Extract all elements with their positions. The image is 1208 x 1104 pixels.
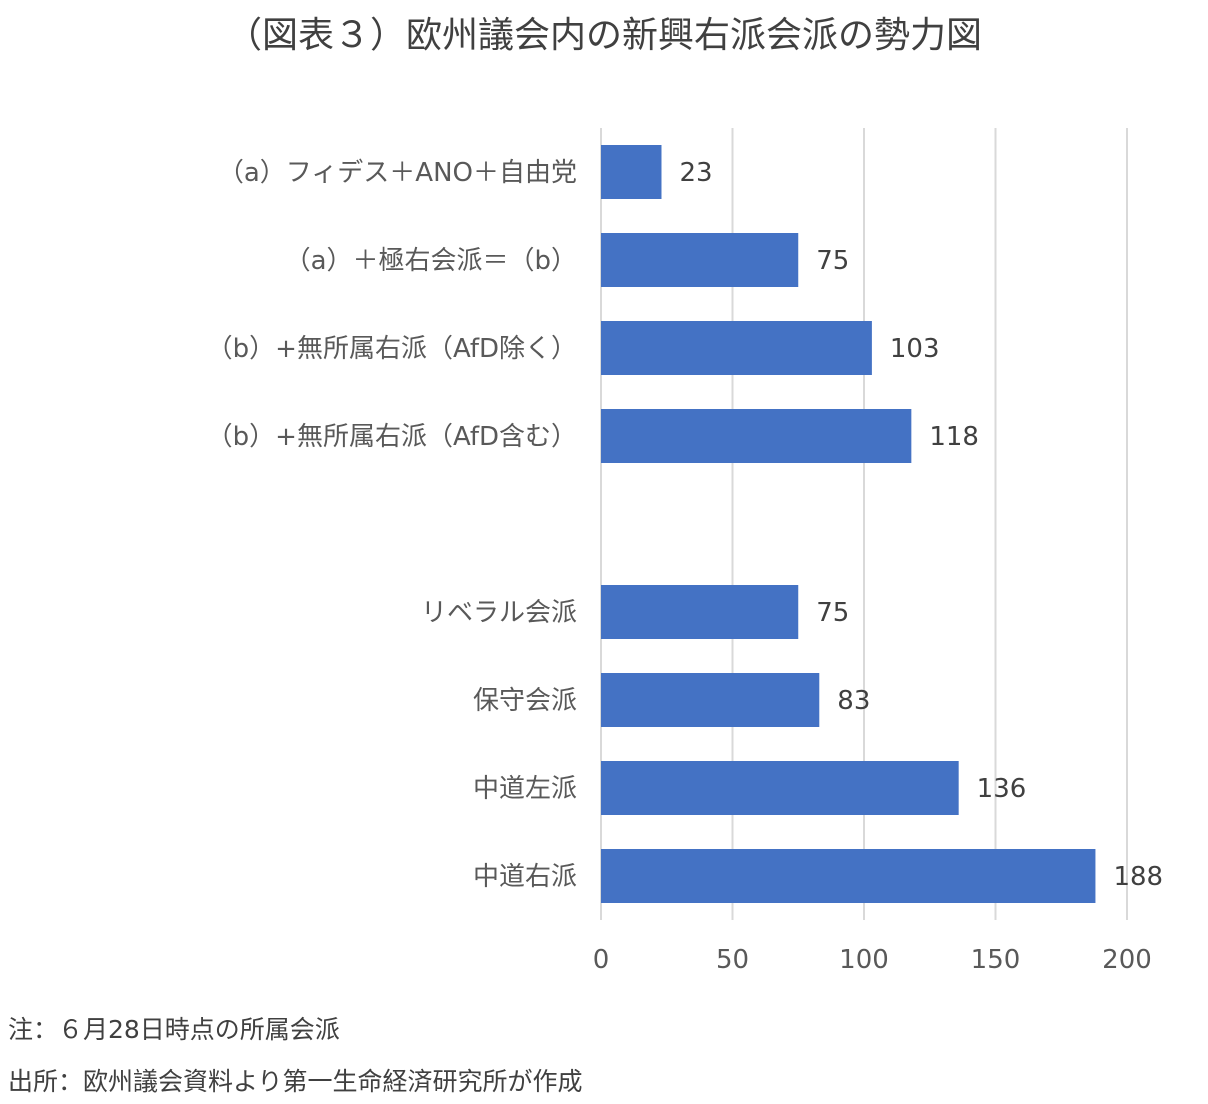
bar <box>601 673 820 727</box>
bar <box>601 761 959 815</box>
bar <box>601 321 872 375</box>
x-tick-label: 0 <box>593 945 610 975</box>
data-label: 103 <box>890 334 940 364</box>
bar-chart: 0 50 100 150 200 （a）フィデス＋ANO＋自由党 23 （a）＋極右会派＝（b… <box>207 128 1163 975</box>
category-label: （b）+無所属右派（AfD含む） <box>207 422 577 452</box>
x-tick-label: 100 <box>839 945 889 975</box>
data-label: 23 <box>679 158 712 188</box>
category-label: （b）+無所属右派（AfD除く） <box>207 334 577 364</box>
category-label: （a）フィデス＋ANO＋自由党 <box>218 158 577 188</box>
category-label: 中道左派 <box>473 774 577 804</box>
bars <box>601 145 1096 903</box>
category-label: 中道右派 <box>473 862 577 892</box>
data-label: 75 <box>816 246 849 276</box>
category-label: 保守会派 <box>473 686 577 716</box>
bar <box>601 145 662 199</box>
x-tick-label: 200 <box>1102 945 1152 975</box>
bar <box>601 233 799 287</box>
data-label: 75 <box>816 598 849 628</box>
x-tick-label: 150 <box>971 945 1021 975</box>
data-label: 188 <box>1113 862 1163 892</box>
x-tick-label: 50 <box>716 945 749 975</box>
source-text: 出所：欧州議会資料より第一生命経済研究所が作成 <box>8 1067 583 1096</box>
bar <box>601 585 799 639</box>
bar <box>601 409 912 463</box>
category-label: （a）＋極右会派＝（b） <box>285 246 577 276</box>
category-label: リベラル会派 <box>421 598 577 628</box>
labels: 0 50 100 150 200 （a）フィデス＋ANO＋自由党 23 （a）＋極右会派＝（b… <box>207 158 1163 975</box>
chart-title: （図表３）欧州議会内の新興右派会派の勢力図 <box>225 15 982 56</box>
bar <box>601 849 1096 903</box>
data-label: 136 <box>977 774 1027 804</box>
data-label: 83 <box>837 686 870 716</box>
data-label: 118 <box>929 422 979 452</box>
note-text: 注：６月28日時点の所属会派 <box>8 1015 340 1044</box>
